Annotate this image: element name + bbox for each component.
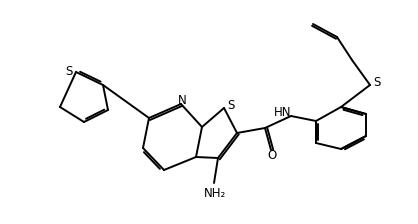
Text: S: S [373,75,381,88]
Text: S: S [227,99,234,112]
Text: NH₂: NH₂ [204,187,226,200]
Text: N: N [178,93,186,106]
Text: S: S [65,65,73,78]
Text: HN: HN [274,106,292,118]
Text: O: O [268,149,277,162]
